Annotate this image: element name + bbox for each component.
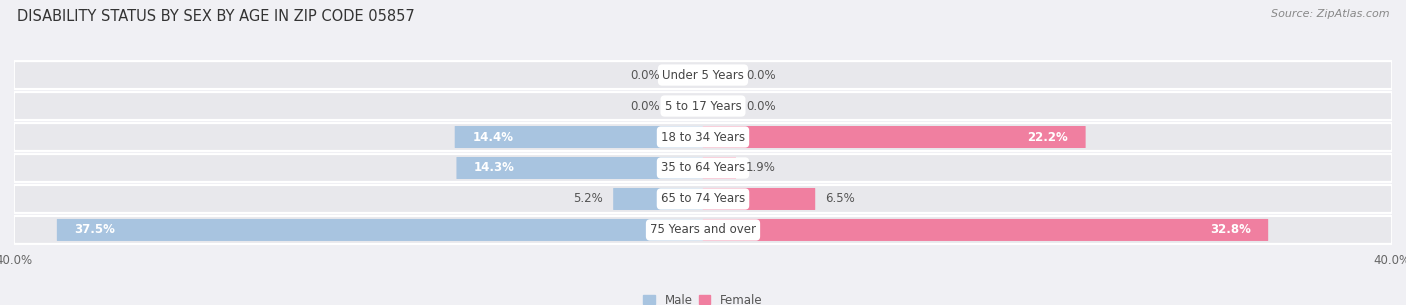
Text: 75 Years and over: 75 Years and over — [650, 224, 756, 236]
FancyBboxPatch shape — [56, 219, 703, 241]
Text: 0.0%: 0.0% — [630, 69, 659, 81]
FancyBboxPatch shape — [613, 188, 703, 210]
Text: DISABILITY STATUS BY SEX BY AGE IN ZIP CODE 05857: DISABILITY STATUS BY SEX BY AGE IN ZIP C… — [17, 9, 415, 24]
Text: 65 to 74 Years: 65 to 74 Years — [661, 192, 745, 206]
Text: 5.2%: 5.2% — [574, 192, 603, 206]
Text: 35 to 64 Years: 35 to 64 Years — [661, 161, 745, 174]
FancyBboxPatch shape — [14, 185, 1392, 213]
FancyBboxPatch shape — [457, 157, 703, 179]
Text: 1.9%: 1.9% — [747, 161, 776, 174]
FancyBboxPatch shape — [14, 154, 1392, 182]
FancyBboxPatch shape — [703, 126, 1085, 148]
FancyBboxPatch shape — [454, 126, 703, 148]
Text: 32.8%: 32.8% — [1209, 224, 1251, 236]
FancyBboxPatch shape — [14, 92, 1392, 120]
Text: 0.0%: 0.0% — [747, 69, 776, 81]
Text: Source: ZipAtlas.com: Source: ZipAtlas.com — [1271, 9, 1389, 19]
FancyBboxPatch shape — [703, 188, 815, 210]
FancyBboxPatch shape — [703, 157, 735, 179]
Text: 22.2%: 22.2% — [1028, 131, 1069, 144]
Text: 18 to 34 Years: 18 to 34 Years — [661, 131, 745, 144]
Text: 37.5%: 37.5% — [75, 224, 115, 236]
FancyBboxPatch shape — [14, 123, 1392, 151]
FancyBboxPatch shape — [14, 61, 1392, 89]
Text: 14.3%: 14.3% — [474, 161, 515, 174]
Text: 0.0%: 0.0% — [747, 99, 776, 113]
Text: Under 5 Years: Under 5 Years — [662, 69, 744, 81]
Text: 6.5%: 6.5% — [825, 192, 855, 206]
Text: 5 to 17 Years: 5 to 17 Years — [665, 99, 741, 113]
Legend: Male, Female: Male, Female — [644, 294, 762, 305]
FancyBboxPatch shape — [14, 216, 1392, 244]
FancyBboxPatch shape — [703, 219, 1268, 241]
Text: 0.0%: 0.0% — [630, 99, 659, 113]
Text: 14.4%: 14.4% — [472, 131, 513, 144]
